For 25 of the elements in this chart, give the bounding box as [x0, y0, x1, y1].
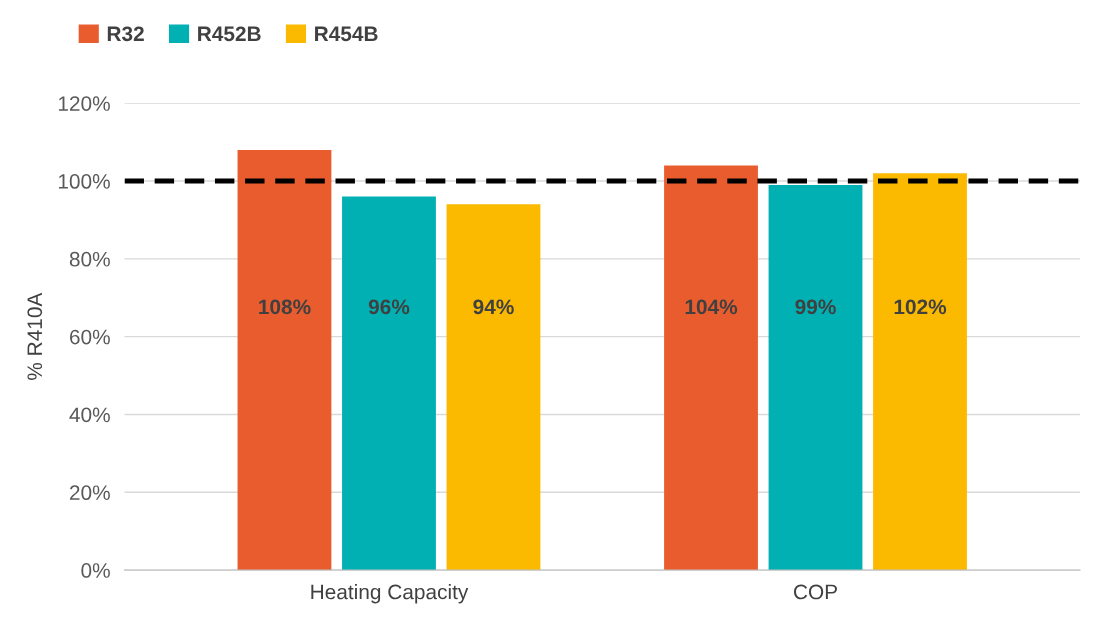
data-label: 96%: [368, 299, 410, 315]
bar: [664, 165, 758, 571]
bar: [237, 149, 332, 571]
y-axis-title: % R410A: [27, 292, 43, 380]
data-label: 94%: [473, 299, 514, 315]
y-tick-label: 80%: [69, 251, 110, 267]
data-label: 99%: [795, 299, 836, 315]
x-tick-label: COP: [793, 584, 837, 600]
bar: [873, 173, 967, 571]
bar: [446, 204, 541, 571]
y-tick-label: 120%: [58, 96, 110, 111]
data-label: 108%: [259, 299, 311, 315]
x-tick-label: Heating Capacity: [311, 584, 469, 604]
bar: [342, 196, 436, 571]
y-tick-label: 60%: [70, 329, 110, 345]
y-tick-label: 100%: [58, 174, 110, 189]
data-label: 102%: [894, 299, 947, 315]
y-tick-label: 0%: [81, 563, 110, 578]
legend-label: R32: [107, 26, 144, 42]
legend-label: R454B: [315, 26, 378, 42]
y-tick-label: 40%: [69, 407, 110, 423]
bar: [768, 184, 863, 571]
legend-label: R452B: [198, 26, 261, 42]
data-label: 104%: [685, 299, 738, 315]
y-tick-label: 20%: [69, 485, 110, 501]
